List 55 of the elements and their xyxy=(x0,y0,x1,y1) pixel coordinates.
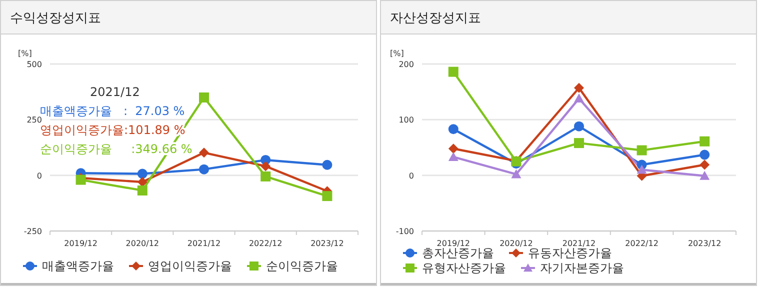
point xyxy=(448,152,458,161)
y-axis-title: [%] xyxy=(18,49,32,58)
point xyxy=(199,164,209,174)
point xyxy=(700,136,710,146)
y-axis-title: [%] xyxy=(390,49,404,58)
legend-label: 총자산증가율 xyxy=(422,246,494,260)
y-tick-label: 0 xyxy=(36,171,42,180)
x-tick-label: 2019/12 xyxy=(436,239,470,248)
y-tick-label: 100 xyxy=(398,116,414,125)
point xyxy=(700,170,710,180)
x-tick-label: 2023/12 xyxy=(310,239,344,248)
legend-label: 순이익증가율 xyxy=(266,259,338,273)
point xyxy=(574,138,584,148)
point xyxy=(137,168,148,179)
legend-label: 유형자산증가율 xyxy=(422,261,506,275)
point xyxy=(137,185,148,196)
x-tick-label: 2021/12 xyxy=(562,239,596,248)
point xyxy=(260,161,271,172)
point xyxy=(322,191,332,202)
chart-title: 자산성장성지표 xyxy=(390,11,481,26)
annotation: 2021/12 xyxy=(90,85,140,99)
legend-label: 매출액증가율 xyxy=(42,259,114,273)
point xyxy=(574,82,584,93)
point xyxy=(448,144,458,154)
chart-title: 수익성장성지표 xyxy=(10,11,101,26)
point xyxy=(199,148,209,158)
legend-label: 유동자산증가율 xyxy=(528,246,612,260)
point xyxy=(322,160,332,170)
y-tick-label: 250 xyxy=(26,116,42,125)
point xyxy=(448,124,458,134)
legend-label: 자기자본증가율 xyxy=(540,261,624,275)
point xyxy=(700,150,710,160)
x-tick-label: 2023/12 xyxy=(688,239,722,248)
x-tick-label: 2019/12 xyxy=(64,239,98,248)
annotation: 매출액증가율 : 27.03 % xyxy=(40,104,185,118)
point xyxy=(574,94,584,103)
y-tick-label: 500 xyxy=(26,60,42,69)
point xyxy=(199,92,209,102)
legend-label: 영업이익증가율 xyxy=(148,259,232,273)
x-tick-label: 2022/12 xyxy=(248,239,282,248)
x-tick-label: 2021/12 xyxy=(187,239,221,248)
x-tick-label: 2022/12 xyxy=(625,239,658,248)
y-tick-label: 0 xyxy=(408,171,414,180)
point xyxy=(260,171,271,182)
point xyxy=(636,164,647,174)
x-tick-label: 2020/12 xyxy=(500,239,533,248)
point xyxy=(448,66,458,77)
x-tick-label: 2020/12 xyxy=(126,239,160,248)
y-tick-label: 200 xyxy=(398,60,414,69)
point xyxy=(574,121,584,132)
point xyxy=(511,169,522,178)
point xyxy=(636,145,647,156)
point xyxy=(700,160,710,170)
y-tick-label: -250 xyxy=(24,227,42,236)
y-tick-label: -100 xyxy=(396,227,414,236)
